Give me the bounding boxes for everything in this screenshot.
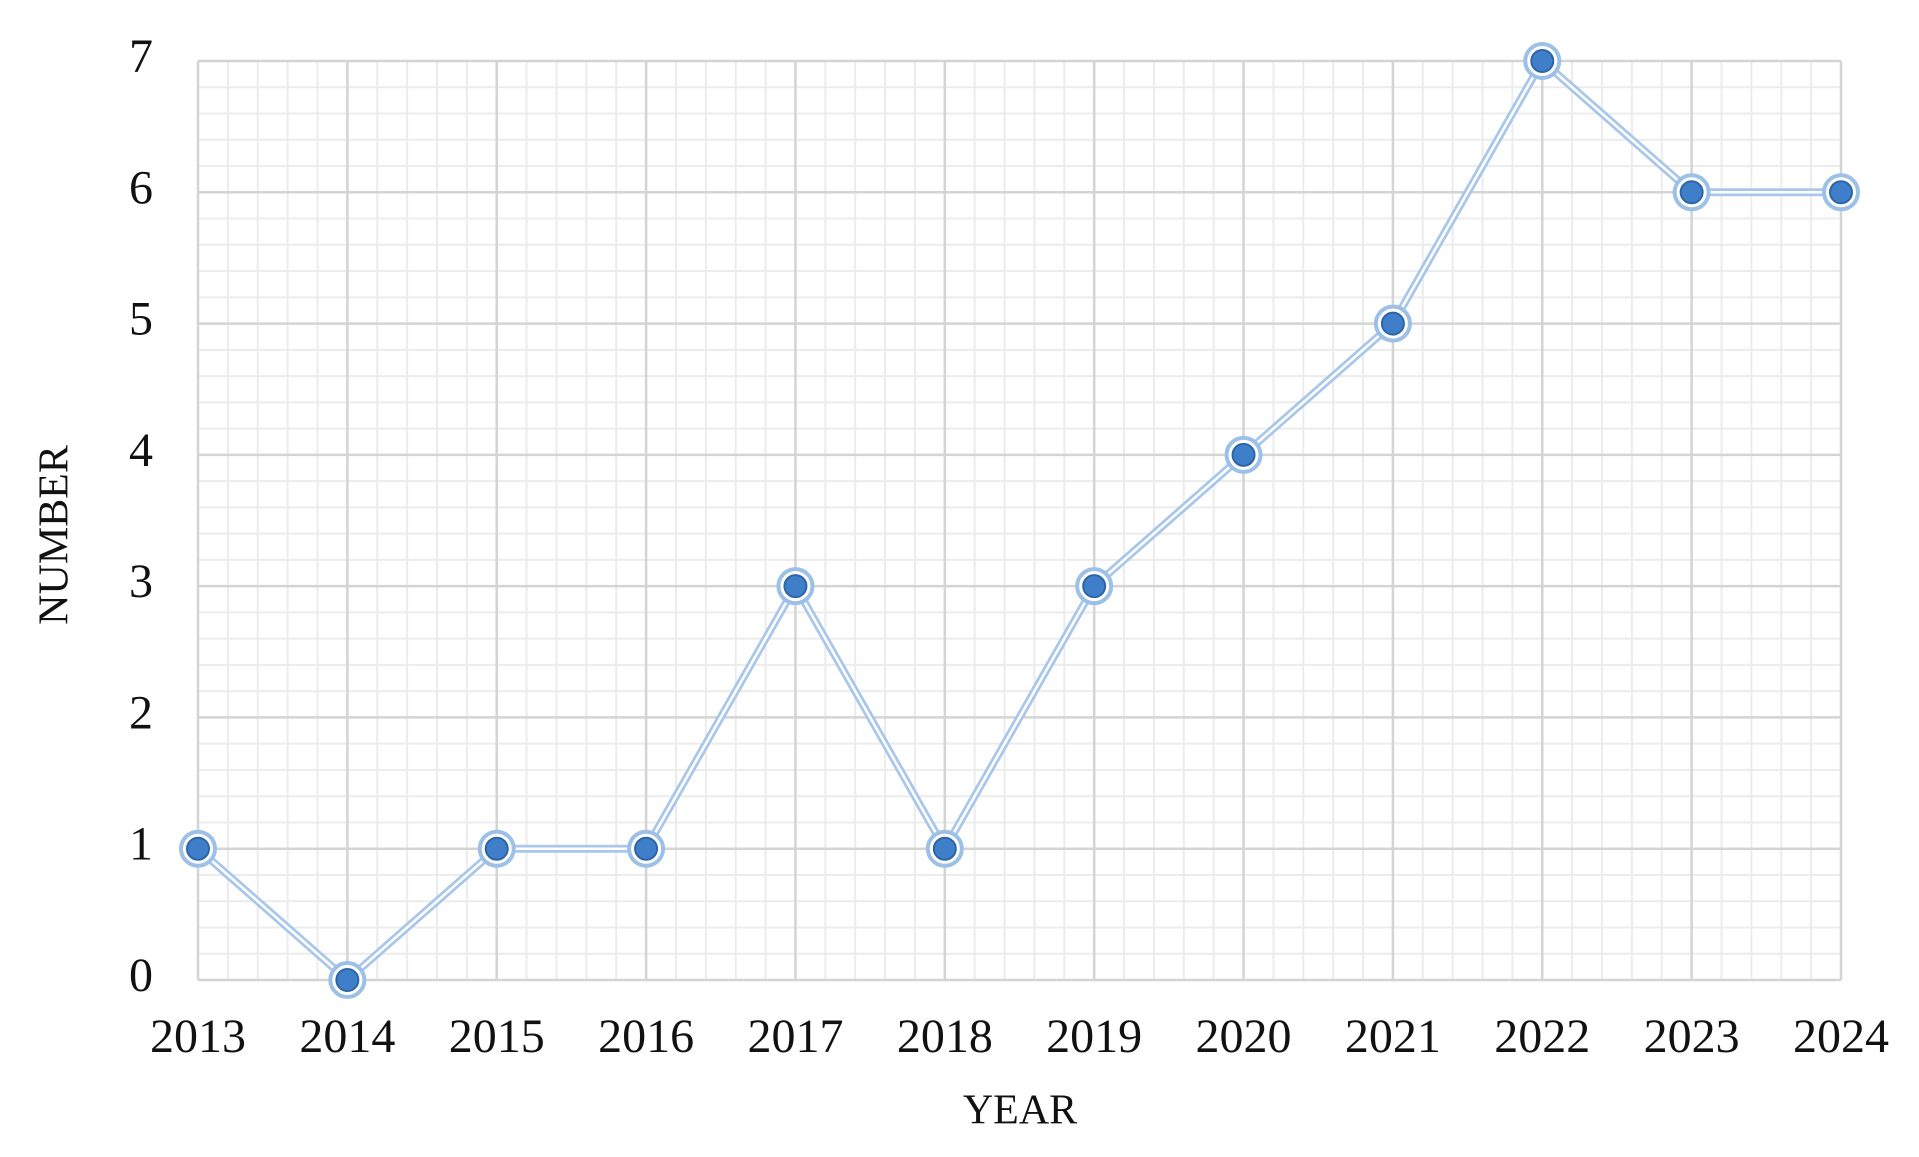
y-tick-label: 4 [129,424,153,477]
marker [634,836,659,861]
marker [1231,442,1256,467]
x-tick-label: 2018 [897,1010,993,1063]
marker [1829,180,1853,205]
y-tick-label: 6 [129,161,153,214]
x-tick-label: 2017 [747,1010,843,1063]
x-tick-label: 2021 [1345,1010,1441,1063]
x-tick-label: 2015 [449,1010,545,1063]
marker [783,574,808,599]
y-tick-label: 3 [129,555,153,608]
marker [186,836,210,861]
y-tick-label: 5 [129,293,153,346]
series-line [195,57,1841,984]
x-tick-label: 2022 [1494,1010,1590,1063]
x-tick-label: 2023 [1644,1010,1740,1063]
x-axis-title: YEAR [963,1088,1077,1134]
marker [932,836,957,861]
y-tick-label: 0 [129,949,153,1002]
x-tick-label: 2019 [1046,1010,1142,1063]
x-tick-label: 2016 [598,1010,694,1063]
marker [1679,180,1704,205]
marker [1380,311,1405,336]
marker [1530,49,1555,73]
series-line-inner [197,59,1841,982]
x-tick-label: 2013 [150,1010,246,1063]
marker [335,968,360,992]
y-tick-label: 7 [129,30,153,83]
x-tick-label: 2020 [1196,1010,1292,1063]
x-tick-label: 2024 [1793,1010,1889,1063]
marker [1082,574,1107,599]
y-tick-label: 1 [129,818,153,871]
marker [484,836,509,861]
y-axis-title: NUMBER [32,445,78,625]
x-tick-label: 2014 [299,1010,395,1063]
y-tick-label: 2 [129,686,153,739]
